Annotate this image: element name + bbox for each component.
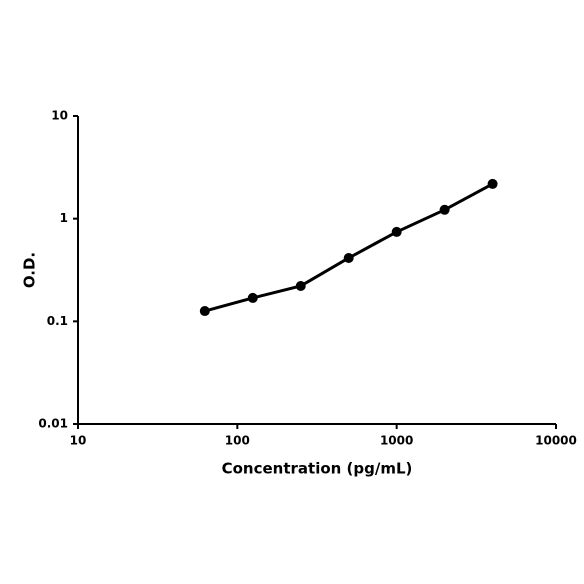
y-tick-label: 0.01 [38,417,68,431]
marker [247,292,258,303]
x-axis-label: Concentration (pg/mL) [222,460,413,478]
x-tick-label: 1000 [380,434,413,448]
x-tick-label: 10 [70,434,87,448]
marker [343,252,354,263]
y-tick-label: 10 [51,109,68,123]
marker [439,204,450,215]
marker [391,226,402,237]
marker [199,306,210,317]
x-tick-label: 10000 [535,434,577,448]
y-tick-label: 0.1 [47,314,68,328]
y-tick-label: 1 [60,211,68,225]
x-tick-label: 100 [225,434,250,448]
y-axis-label: O.D. [21,252,39,288]
line [204,182,494,313]
marker [295,280,306,291]
marker [487,178,498,189]
